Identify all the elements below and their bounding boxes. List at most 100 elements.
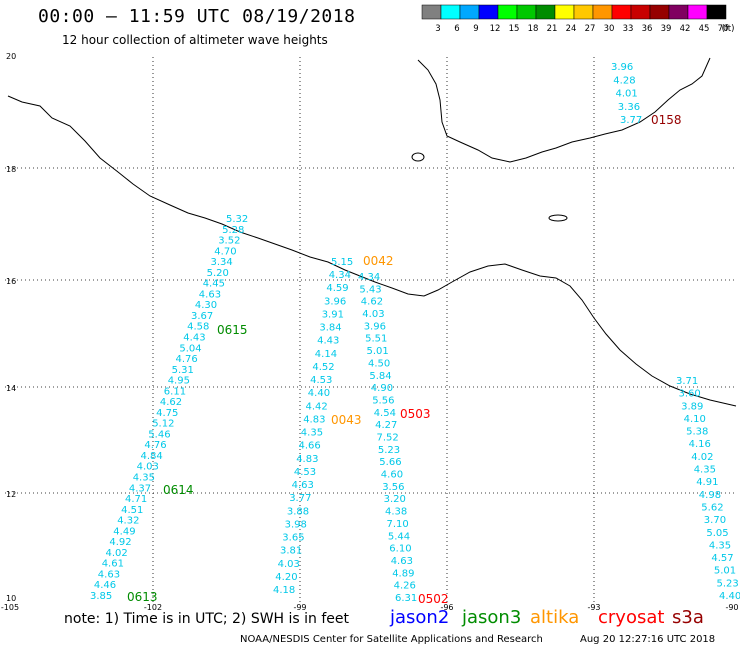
legend-label: (ft): [722, 24, 735, 34]
satellite-jason2: jason2: [390, 607, 450, 628]
wave-height-value: 4.42: [306, 401, 328, 412]
wave-height-value: 5.56: [372, 396, 394, 407]
wave-height-value: 3.84: [319, 323, 341, 334]
wave-height-value: 4.52: [312, 362, 334, 373]
pass-time-label: 0503: [400, 407, 431, 421]
legend-label: 27: [585, 24, 596, 34]
wave-height-value: 5.04: [179, 343, 201, 354]
wave-height-value: 3.77: [620, 115, 642, 126]
wave-height-value: 3.36: [618, 102, 640, 113]
pass-time-label: 0613: [127, 590, 158, 604]
wave-height-value: 4.63: [292, 480, 314, 491]
wave-height-value: 4.59: [326, 283, 348, 294]
pass-time-label: 0614: [163, 483, 194, 497]
wave-height-value: 4.54: [374, 408, 396, 419]
lon-label: -90: [725, 603, 738, 612]
satellite-jason3: jason3: [462, 607, 522, 628]
wave-height-value: 4.51: [121, 505, 143, 516]
wave-height-value: 4.83: [303, 414, 325, 425]
wave-height-value: 4.43: [183, 333, 205, 344]
wave-height-value: 5.51: [365, 334, 387, 345]
generated-timestamp: Aug 20 12:27:16 UTC 2018: [580, 634, 716, 645]
legend-label: 15: [509, 24, 520, 34]
wave-height-value: 4.95: [168, 376, 190, 387]
legend-label: 42: [680, 24, 691, 34]
wave-height-value: 5.15: [331, 257, 353, 268]
legend-label: 24: [566, 24, 577, 34]
lat-label: 10: [6, 594, 16, 603]
wave-height-value: 4.63: [199, 289, 221, 300]
color-legend: 3 6 9 12 15 18 21 24 27 30 33 36 39 42 45 70(ft): [421, 4, 735, 34]
wave-height-value: 4.63: [98, 570, 120, 581]
legend-label: 36: [642, 24, 653, 34]
wave-height-value: 4.35: [694, 465, 716, 476]
wave-height-value: 6.11: [164, 386, 186, 397]
legend-label: 12: [490, 24, 501, 34]
wave-height-value: 4.53: [294, 467, 316, 478]
wave-height-value: 4.83: [296, 454, 318, 465]
wave-height-value: 5.62: [701, 503, 723, 514]
yucatan-coast: [417, 57, 711, 163]
wave-height-value: 5.38: [686, 427, 708, 438]
legend-label: 33: [623, 24, 634, 34]
wave-height-value: 4.38: [385, 507, 407, 518]
wave-height-value: 4.58: [187, 322, 209, 333]
wave-height-value: 4.40: [719, 591, 740, 602]
lat-label: 20: [6, 52, 16, 61]
wave-height-value: 4.03: [137, 462, 159, 473]
credit-line: NOAA/NESDIS Center for Satellite Applica…: [240, 634, 543, 645]
legend-label: 70: [718, 24, 729, 34]
wave-height-value: 4.26: [394, 581, 416, 592]
wave-height-value: 4.62: [361, 297, 383, 308]
wave-height-value: 3.89: [681, 401, 703, 412]
wave-height-value: 3.96: [324, 296, 346, 307]
lat-label: 14: [6, 384, 16, 393]
wave-height-value: 5.23: [378, 445, 400, 456]
wave-height-value: 4.63: [391, 556, 413, 567]
wave-height-value: 4.49: [113, 526, 135, 537]
wave-height-value: 4.76: [144, 440, 166, 451]
wave-height-value: 5.12: [152, 419, 174, 430]
wave-height-value: 4.10: [684, 414, 706, 425]
wave-height-value: 5.05: [706, 528, 728, 539]
lon-label: -99: [293, 603, 306, 612]
wave-height-value: 4.34: [329, 270, 351, 281]
lat-label: 16: [6, 277, 16, 286]
legend-label: 18: [528, 24, 539, 34]
legend-label: 45: [699, 24, 710, 34]
wave-height-value: 5.44: [388, 531, 410, 542]
legend-label: 9: [473, 24, 478, 34]
legend-label: 3: [435, 24, 440, 34]
wave-height-value: 3.67: [191, 311, 213, 322]
legend-label: 6: [454, 24, 459, 34]
wave-height-value: 7.52: [377, 433, 399, 444]
wave-height-value: 3.96: [611, 62, 633, 73]
island-mark: [411, 152, 425, 162]
lon-label: -105: [1, 603, 19, 612]
wave-height-value: 4.43: [317, 336, 339, 347]
wave-height-value: 4.90: [371, 383, 393, 394]
wave-height-value: 4.30: [195, 300, 217, 311]
altimeter-tracks: 5.325.283.524.703.345.204.454.634.303.67…: [90, 62, 740, 604]
wave-height-value: 5.01: [367, 346, 389, 357]
wave-height-value: 3.91: [322, 310, 344, 321]
legend-label: 21: [547, 24, 558, 34]
pass-time-label: 0158: [651, 113, 682, 127]
wave-height-value: 5.66: [379, 457, 401, 468]
wave-height-value: 4.16: [689, 439, 711, 450]
legend-label: 30: [604, 24, 615, 34]
wave-height-value: 4.35: [301, 428, 323, 439]
wave-height-value: 4.20: [275, 572, 297, 583]
wave-height-value: 7.10: [387, 519, 409, 530]
wave-height-value: 4.70: [214, 246, 236, 257]
wave-height-value: 4.92: [109, 537, 131, 548]
wave-height-value: 4.02: [106, 548, 128, 559]
wave-height-value: 4.34: [358, 272, 380, 283]
wave-height-value: 5.01: [714, 566, 736, 577]
wave-height-value: 3.56: [382, 482, 404, 493]
wave-height-value: 5.20: [207, 268, 229, 279]
legend-label: 39: [661, 24, 672, 34]
wave-height-value: 3.60: [679, 389, 701, 400]
wave-height-value: 3.96: [364, 321, 386, 332]
wave-height-value: 4.02: [691, 452, 713, 463]
